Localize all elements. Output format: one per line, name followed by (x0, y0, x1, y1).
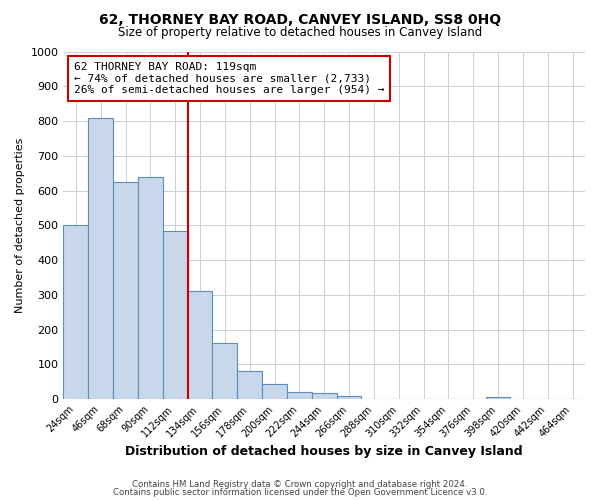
Text: 62, THORNEY BAY ROAD, CANVEY ISLAND, SS8 0HQ: 62, THORNEY BAY ROAD, CANVEY ISLAND, SS8… (99, 12, 501, 26)
Bar (485, 398, 511, 399)
X-axis label: Distribution of detached houses by size in Canvey Island: Distribution of detached houses by size … (125, 444, 523, 458)
Text: Size of property relative to detached houses in Canvey Island: Size of property relative to detached ho… (118, 26, 482, 39)
Text: Contains public sector information licensed under the Open Government Licence v3: Contains public sector information licen… (113, 488, 487, 497)
Bar (312, 393, 337, 399)
Bar (188, 292, 212, 399)
Text: 62 THORNEY BAY ROAD: 119sqm
← 74% of detached houses are smaller (2,733)
26% of : 62 THORNEY BAY ROAD: 119sqm ← 74% of det… (74, 62, 385, 95)
Text: Contains HM Land Registry data © Crown copyright and database right 2024.: Contains HM Land Registry data © Crown c… (132, 480, 468, 489)
Bar (262, 384, 287, 399)
Bar (88, 118, 113, 399)
Bar (113, 182, 138, 399)
Bar (138, 178, 163, 399)
Bar (287, 392, 312, 399)
Bar (163, 230, 188, 399)
Bar (337, 396, 361, 399)
Y-axis label: Number of detached properties: Number of detached properties (15, 138, 25, 313)
Bar (237, 372, 262, 399)
Bar (212, 343, 237, 399)
Bar (64, 226, 88, 399)
